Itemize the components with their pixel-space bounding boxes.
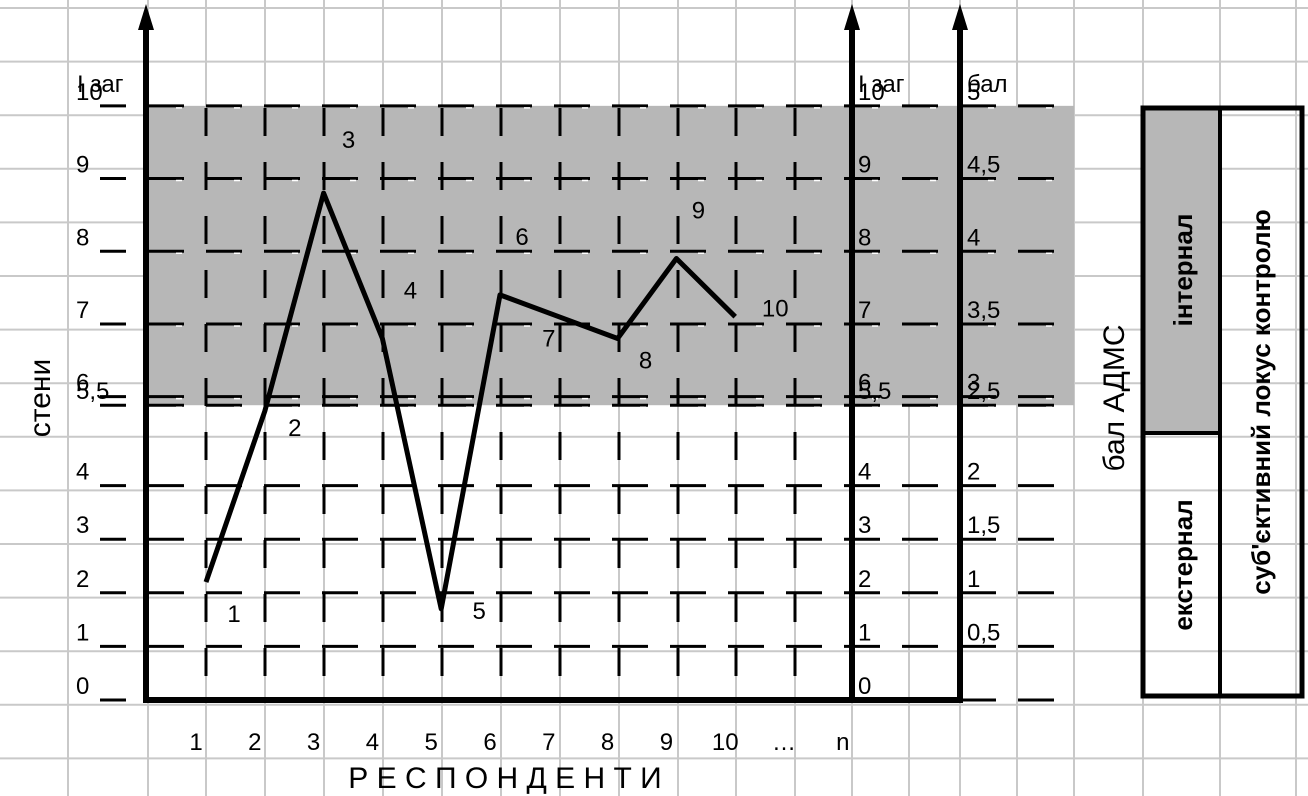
right-tick-label-stens: 3 (858, 512, 871, 539)
x-tick-label: … (772, 729, 796, 756)
y-axis-label-left: стени (24, 359, 57, 437)
x-tick-label: 2 (248, 729, 261, 756)
point-label: 2 (288, 415, 301, 442)
right-tick-label-points: 2,5 (967, 378, 1000, 405)
right-tick-label-stens: 1 (858, 619, 871, 646)
internal-label: інтернал (1168, 214, 1198, 327)
right-tick-label-points: 1,5 (967, 512, 1000, 539)
axes (138, 4, 968, 703)
left-tick-label: 8 (76, 224, 89, 251)
right-tick-label-points: 1 (967, 566, 980, 593)
point-label: 4 (404, 277, 417, 304)
point-label: 1 (227, 601, 240, 628)
right-tick-label-points: 3 (967, 370, 980, 397)
left-tick-label: 7 (76, 297, 89, 324)
right-tick-label-stens: 9 (858, 152, 871, 179)
point-labels: 1 2 3 4 5 6 7 8 9 10 (227, 127, 788, 628)
x-tick-label: 4 (366, 729, 379, 756)
left-tick-label: 3 (76, 512, 89, 539)
point-label: 5 (473, 598, 486, 625)
right-tick-label-points: 2 (967, 459, 980, 486)
right-tick-label-stens: 0 (858, 673, 871, 700)
x-tick-label: 1 (189, 729, 202, 756)
left-tick-label: 10 (76, 79, 103, 106)
point-label: 9 (692, 198, 705, 225)
right-tick-label-stens: 5,5 (858, 378, 891, 405)
external-label: екстернал (1168, 499, 1198, 630)
x-tick-labels: 1 2 3 4 5 6 7 8 9 10 … n (189, 729, 849, 756)
point-label: 7 (542, 326, 555, 353)
right-tick-label-stens: 6 (858, 370, 871, 397)
right-tick-label-points: 3,5 (967, 297, 1000, 324)
point-label: 6 (515, 224, 528, 251)
right-axis-points-arrow (952, 4, 968, 30)
left-tick-label: 0 (76, 673, 89, 700)
right-tick-label-points: 0,5 (967, 619, 1000, 646)
legend-title: суб'єктивний локус контролю (1246, 209, 1276, 595)
point-label: 3 (342, 127, 355, 154)
legend-frame (1140, 105, 1305, 699)
right-tick-label-stens: 2 (858, 566, 871, 593)
x-tick-label: n (836, 729, 849, 756)
x-tick-label: 3 (307, 729, 320, 756)
point-label: 10 (762, 296, 789, 323)
left-tick-label: 4 (76, 459, 89, 486)
y-axis-label-right: бал АДМС (1098, 325, 1131, 472)
internal-legend-swatch (1143, 108, 1220, 433)
right-tick-label-points: 4 (967, 224, 980, 251)
right-tick-labels-stens: 0 1 2 3 4 5,56 7 8 9 10 (858, 79, 891, 700)
right-tick-label-stens: 10 (858, 79, 885, 106)
left-tick-label: 1 (76, 619, 89, 646)
x-tick-label: 5 (425, 729, 438, 756)
internal-zone-shading (146, 105, 1074, 406)
series-line (203, 190, 737, 612)
right-tick-label-stens: 4 (858, 459, 871, 486)
left-tick-label: 9 (76, 152, 89, 179)
right-tick-label-stens: 7 (858, 297, 871, 324)
left-axis-arrow (138, 4, 154, 30)
right-tick-label-points: 5 (967, 79, 980, 106)
right-axis-title-stens: І заг (858, 71, 905, 98)
right-axis-title-points: бал (967, 71, 1008, 98)
x-tick-label: 8 (601, 729, 614, 756)
right-axis-stens-arrow (844, 4, 860, 30)
left-tick-label: 5,5 (76, 378, 109, 405)
x-tick-label: 7 (542, 729, 555, 756)
x-tick-label: 9 (660, 729, 673, 756)
x-tick-label: 6 (483, 729, 496, 756)
right-tick-labels-points: 0,5 1 1,5 2 2,53 3,5 4 4,5 5 (967, 79, 1000, 647)
legend-box: інтернал екстернал суб'єктивний локус ко… (1140, 105, 1305, 699)
left-tick-label: 2 (76, 566, 89, 593)
x-tick-label: 10 (712, 729, 739, 756)
right-tick-label-stens: 8 (858, 224, 871, 251)
left-tick-labels: 0 1 2 3 4 5,56 7 8 9 10 (76, 79, 109, 700)
left-tick-label: 6 (76, 370, 89, 397)
left-axis-title: І заг (77, 71, 124, 98)
point-label: 8 (639, 347, 652, 374)
right-tick-label-points: 4,5 (967, 152, 1000, 179)
x-axis-label: Р Е С П О Н Д Е Н Т И (348, 762, 661, 795)
